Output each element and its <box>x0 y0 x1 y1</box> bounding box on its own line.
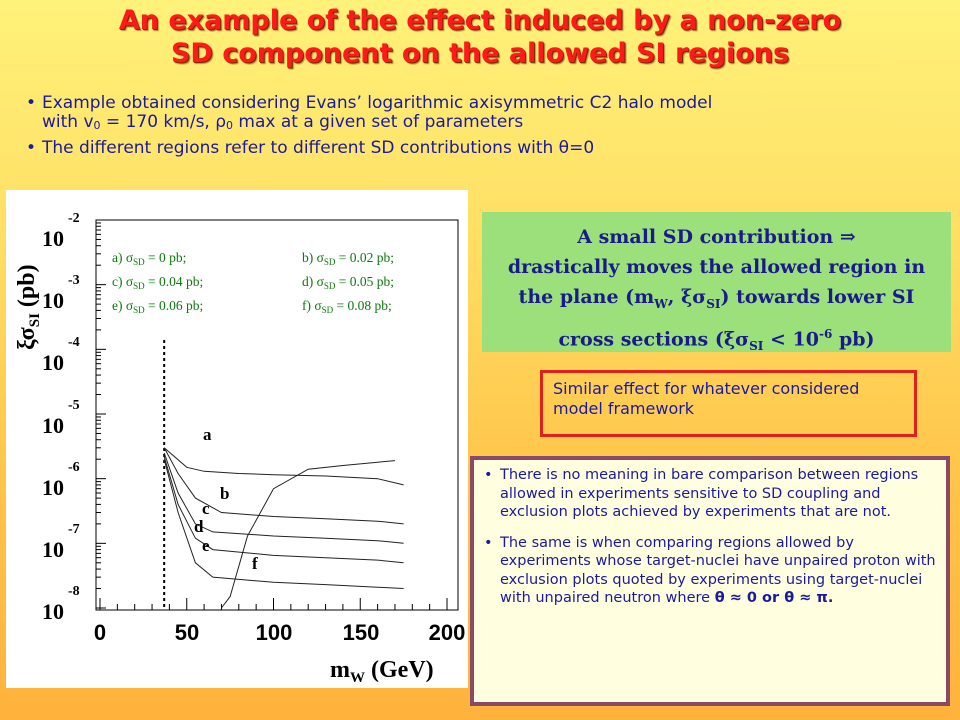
legend-e: e) σSD = 0.06 pb; <box>112 298 203 315</box>
intro-bullets: Example obtained considering Evans’ loga… <box>26 94 936 162</box>
curve-label-f: f <box>252 554 258 573</box>
legend-d: d) σSD = 0.05 pb; <box>302 274 394 291</box>
plot-svg: 10 -2 10 -3 10 -4 10 -5 10 -6 10 -7 10 -… <box>14 211 465 686</box>
plot-figure: 10 -2 10 -3 10 -4 10 -5 10 -6 10 -7 10 -… <box>6 190 468 688</box>
curve-e <box>163 459 404 589</box>
plot-ticks <box>96 219 448 610</box>
y-tick-base-7: 10 <box>42 599 64 624</box>
x-tick-100: 100 <box>256 620 293 645</box>
slide-title-line2: SD component on the allowed SI regions <box>170 38 790 69</box>
y-tick-base-1: 10 <box>42 226 64 251</box>
y-tick-exp-3: -4 <box>68 335 80 350</box>
curve-label-c: c <box>202 499 210 518</box>
y-tick-base-3: 10 <box>42 350 64 375</box>
curve-f <box>221 460 395 609</box>
key-message-line3: the plane (mW, ξσSI) towards lower SI <box>518 286 915 311</box>
bullet-halo-sub: 0 <box>93 119 101 132</box>
y-tick-base-4: 10 <box>42 413 64 438</box>
legend-a: a) σSD = 0 pb; <box>112 250 186 267</box>
x-axis-title: mW (GeV) <box>330 657 434 686</box>
x-tick-labels: 0 50 100 150 200 <box>94 620 465 645</box>
bullet-halo-text-3: = 170 km/s, ρ <box>100 112 227 132</box>
curve-c <box>163 452 404 544</box>
y-tick-exp-6: -7 <box>68 522 80 537</box>
y-tick-exp-7: -8 <box>68 584 80 599</box>
curve-label-b: b <box>220 484 229 503</box>
curve-labels: a b c d e f <box>194 425 258 573</box>
curve-label-e: e <box>202 536 210 555</box>
bullet-halo-sub-2: 0 <box>226 119 234 132</box>
y-tick-base-2: 10 <box>42 288 64 313</box>
y-tick-exp-5: -6 <box>68 460 80 475</box>
curve-label-d: d <box>194 517 204 536</box>
curve-a <box>163 447 404 486</box>
plot-legend: a) σSD = 0 pb; b) σSD = 0.02 pb; c) σSD … <box>112 250 394 315</box>
legend-f: f) σSD = 0.08 pb; <box>302 298 392 315</box>
bullet-halo-model: Example obtained considering Evans’ loga… <box>26 94 936 135</box>
y-tick-exp-1: -2 <box>68 211 80 226</box>
x-tick-50: 50 <box>175 620 199 645</box>
y-tick-labels: 10 -2 10 -3 10 -4 10 -5 10 -6 10 -7 10 -… <box>42 211 80 624</box>
legend-b: b) σSD = 0.02 pb; <box>302 250 394 267</box>
plot-curves <box>163 447 404 609</box>
comparison-notes-box: There is no meaning in bare comparison b… <box>470 456 950 706</box>
y-tick-exp-4: -5 <box>68 398 80 413</box>
curve-label-a: a <box>203 425 212 444</box>
curve-d <box>163 456 404 564</box>
x-tick-200: 200 <box>429 620 466 645</box>
key-message-line2: drastically moves the allowed region in <box>507 256 926 278</box>
key-message-line4: cross sections (ξσSI < 10-6 pb) <box>558 326 875 353</box>
bullet-sd-text: The different regions refer to different… <box>42 138 595 158</box>
x-tick-0: 0 <box>94 620 106 645</box>
comparison-note-2: The same is when comparing regions allow… <box>484 534 938 608</box>
legend-c: c) σSD = 0.04 pb; <box>112 274 203 291</box>
plot-frame <box>95 219 459 611</box>
bullet-halo-text-4: max at a given set of parameters <box>233 112 524 132</box>
similar-effect-note: Similar effect for whatever considered m… <box>540 370 917 437</box>
y-axis-title: ξσSI (pb) <box>14 264 43 350</box>
y-tick-exp-2: -3 <box>68 273 80 288</box>
x-tick-150: 150 <box>343 620 380 645</box>
key-message-line1: A small SD contribution ⇒ <box>577 226 856 248</box>
y-tick-base-5: 10 <box>42 475 64 500</box>
comparison-note-1: There is no meaning in bare comparison b… <box>484 466 938 522</box>
bullet-halo-text-2: with v <box>42 112 94 132</box>
bullet-halo-text: Example obtained considering Evans’ loga… <box>42 93 713 113</box>
y-tick-base-6: 10 <box>42 537 64 562</box>
curve-b <box>163 447 404 525</box>
slide-title-line1: An example of the effect induced by a no… <box>118 5 842 36</box>
bullet-sd-regions: The different regions refer to different… <box>26 138 936 159</box>
key-message-box: A small SD contribution ⇒ drastically mo… <box>482 212 951 353</box>
slide-title: An example of the effect induced by a no… <box>0 4 960 70</box>
